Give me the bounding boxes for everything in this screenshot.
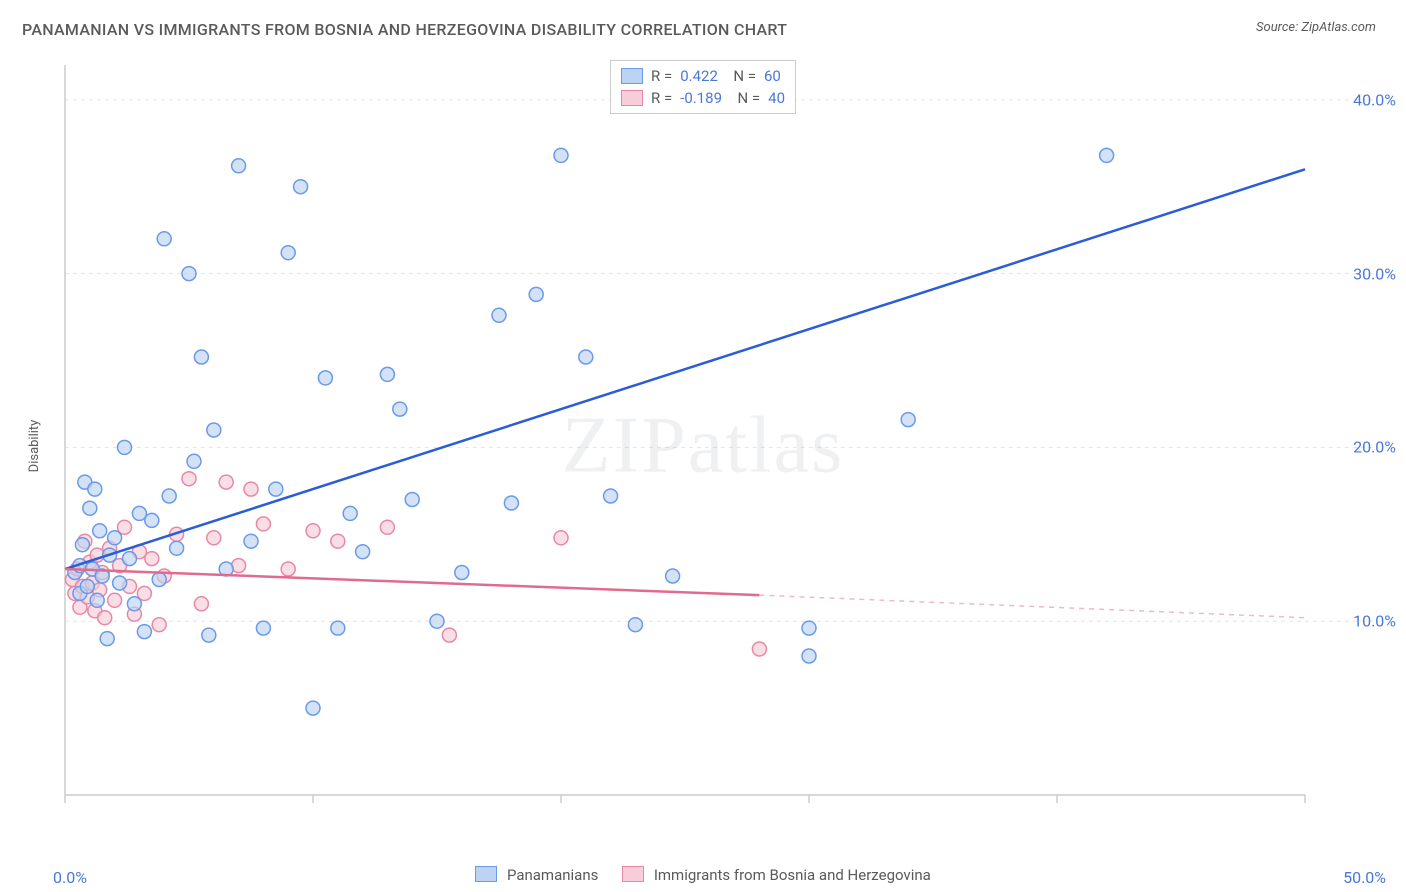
legend-swatch-pink <box>621 90 643 106</box>
legend-row-panamanians: R = 0.422 N = 60 <box>621 65 785 87</box>
chart-container: PANAMANIAN VS IMMIGRANTS FROM BOSNIA AND… <box>0 0 1406 892</box>
legend-row-bosnia: R = -0.189 N = 40 <box>621 87 785 109</box>
y-tick-label: 20.0% <box>1353 438 1396 457</box>
scatter-plot <box>55 55 1375 835</box>
y-tick-label: 40.0% <box>1353 90 1396 109</box>
y-axis-label: Disability <box>27 420 42 473</box>
legend-item-bosnia: Immigrants from Bosnia and Herzegovina <box>622 866 931 884</box>
legend-swatch-blue-icon <box>475 866 497 882</box>
y-tick-label: 30.0% <box>1353 264 1396 283</box>
legend-swatch-blue <box>621 68 643 84</box>
source-attribution: Source: ZipAtlas.com <box>1256 20 1376 35</box>
legend-swatch-pink-icon <box>622 866 644 882</box>
correlation-legend: R = 0.422 N = 60 R = -0.189 N = 40 <box>610 60 796 114</box>
chart-title: PANAMANIAN VS IMMIGRANTS FROM BOSNIA AND… <box>22 20 787 39</box>
legend-item-panamanians: Panamanians <box>475 866 602 884</box>
series-legend: Panamanians Immigrants from Bosnia and H… <box>0 866 1406 884</box>
y-tick-label: 10.0% <box>1353 612 1396 631</box>
